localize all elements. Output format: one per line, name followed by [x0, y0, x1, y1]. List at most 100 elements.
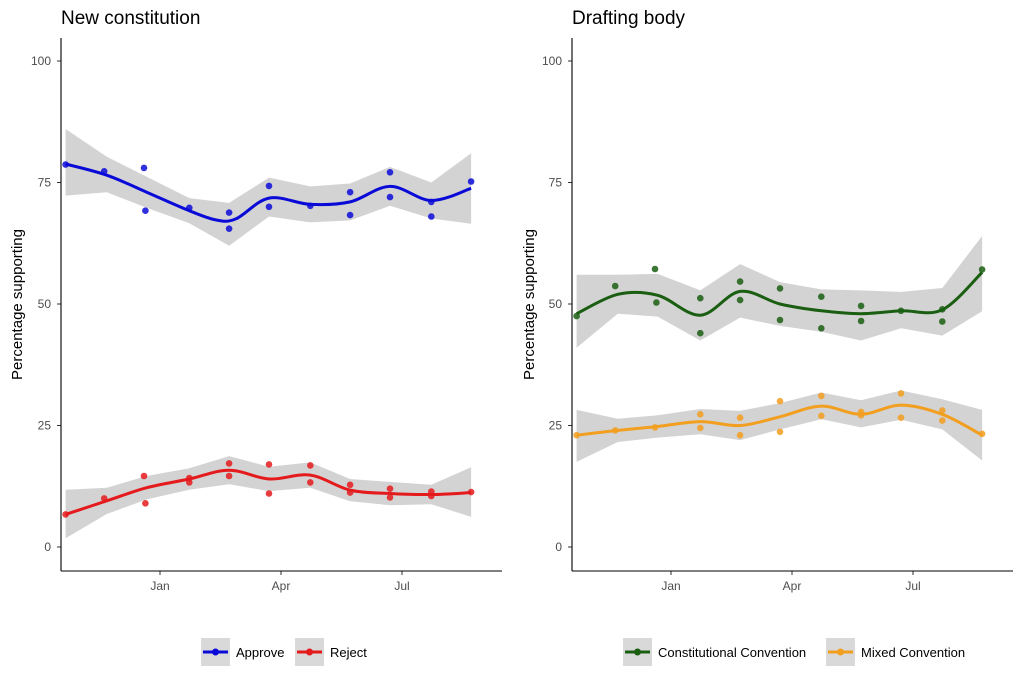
data-point [100, 495, 108, 502]
y-tick-label: 0 [44, 540, 51, 554]
data-point [818, 412, 825, 420]
panel-2: Drafting body Percentage supporting 0 25 50 7… [521, 8, 1013, 666]
data-point [736, 431, 744, 439]
panel-title: Drafting body [572, 8, 686, 29]
x-tick-label: Jan [150, 579, 169, 593]
data-point [307, 479, 314, 486]
data-point [573, 431, 580, 439]
x-tick-label: Apr [272, 579, 291, 593]
panel-1: New constitution Percentage supporting 0 25… [9, 8, 502, 666]
data-point [62, 161, 69, 168]
data-point [939, 306, 946, 313]
legend-key-point [837, 648, 844, 656]
data-point [818, 392, 825, 400]
data-point [428, 492, 435, 500]
data-point [346, 188, 354, 196]
data-point [386, 494, 394, 501]
data-point [776, 285, 784, 292]
data-point [225, 209, 233, 216]
data-point [697, 329, 704, 337]
panel-title: New constitution [61, 8, 200, 29]
data-point [386, 485, 394, 493]
data-point [857, 412, 865, 419]
data-point [186, 479, 193, 486]
y-tick-label: 100 [542, 54, 562, 68]
data-point [776, 316, 784, 324]
data-point [818, 293, 825, 301]
y-axis-title: Percentage supporting [521, 229, 538, 380]
data-point [736, 414, 744, 422]
data-point [265, 461, 273, 468]
data-point [140, 164, 148, 172]
legend-key-point [306, 648, 313, 656]
trend-line-1 [575, 271, 984, 317]
data-point [346, 481, 354, 489]
legend-label: Reject [330, 645, 367, 660]
confidence-band-2 [65, 456, 472, 539]
legend-key-point [634, 648, 641, 656]
data-point [857, 317, 865, 325]
data-point [857, 302, 865, 310]
legend-label: Constitutional Convention [658, 645, 806, 660]
data-point [265, 203, 273, 211]
data-point [776, 397, 784, 405]
data-point [225, 472, 233, 480]
legend-key-point [212, 648, 219, 656]
y-tick-label: 75 [38, 176, 52, 190]
data-point [307, 462, 314, 469]
data-point [897, 307, 905, 315]
data-point [307, 202, 314, 210]
data-point [736, 296, 744, 304]
legend: Approve Reject [201, 638, 367, 666]
data-point [467, 488, 475, 496]
data-point [225, 460, 233, 467]
trend-line-2 [65, 468, 472, 516]
data-point [897, 390, 905, 397]
x-tick-label: Apr [783, 579, 802, 593]
data-point [939, 407, 946, 414]
data-point [697, 411, 704, 418]
data-point [978, 266, 986, 273]
data-point [939, 417, 946, 424]
confidence-band-1 [576, 236, 983, 348]
data-point [386, 193, 394, 201]
x-tick-label: Jul [905, 579, 920, 593]
data-point [736, 278, 744, 285]
data-point [776, 428, 784, 436]
data-point [697, 424, 704, 432]
data-point [651, 265, 659, 273]
data-point [818, 325, 825, 332]
data-point [142, 207, 149, 214]
data-point [186, 204, 193, 212]
y-axis-title: Percentage supporting [9, 229, 26, 380]
data-point [939, 318, 946, 325]
data-point [428, 213, 435, 220]
data-point [611, 282, 619, 290]
y-tick-label: 100 [31, 54, 51, 68]
data-point [386, 169, 394, 176]
data-point [611, 427, 619, 434]
trend-line-2 [576, 403, 983, 437]
y-tick-label: 25 [549, 419, 563, 433]
data-point [428, 198, 435, 206]
y-tick-label: 50 [549, 297, 563, 311]
data-point [697, 294, 704, 302]
y-tick-label: 25 [38, 419, 52, 433]
data-point [978, 430, 986, 438]
y-tick-label: 0 [555, 540, 562, 554]
data-point [467, 178, 475, 185]
y-tick-label: 75 [549, 176, 563, 190]
data-point [62, 511, 69, 518]
legend-label: Approve [236, 645, 284, 660]
trend-line-1 [65, 162, 472, 223]
data-point [265, 490, 273, 497]
data-point [346, 211, 354, 219]
data-point [897, 414, 905, 422]
legend: Constitutional Convention Mixed Conventio… [623, 638, 965, 666]
data-point [225, 225, 233, 232]
data-point [573, 312, 580, 320]
y-tick-label: 50 [38, 297, 52, 311]
data-point [265, 182, 273, 190]
data-point [142, 500, 149, 507]
